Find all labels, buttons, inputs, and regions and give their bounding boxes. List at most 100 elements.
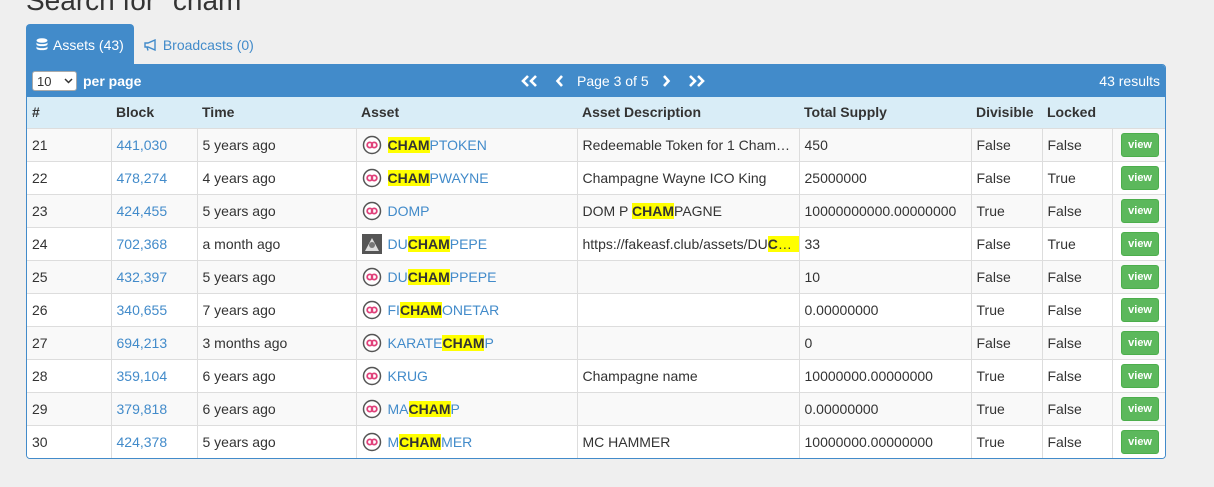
action-cell: view bbox=[1112, 193, 1165, 227]
per-page-label: per page bbox=[83, 73, 142, 89]
bullhorn-icon bbox=[144, 38, 156, 51]
time-ago: 6 years ago bbox=[197, 358, 357, 392]
assets-panel: 10 per page Page 3 of 5 bbox=[26, 64, 1166, 459]
asset-link[interactable]: CHAMPWAYNE bbox=[387, 169, 489, 186]
total-supply: 25000000 bbox=[799, 160, 972, 194]
view-button[interactable]: view bbox=[1121, 264, 1159, 289]
col-block[interactable]: Block bbox=[116, 104, 155, 121]
view-button[interactable]: view bbox=[1121, 198, 1159, 223]
tab-assets[interactable]: Assets (43) bbox=[26, 24, 134, 65]
asset-link[interactable]: MACHAMP bbox=[388, 400, 460, 417]
divisible-value: True bbox=[971, 424, 1043, 458]
asset-link[interactable]: DUCHAMPEPE bbox=[387, 235, 487, 252]
action-cell: view bbox=[1112, 259, 1165, 293]
asset-name-match: CHAM bbox=[387, 169, 430, 186]
asset-link[interactable]: MCHAMMER bbox=[388, 433, 472, 450]
asset-link[interactable]: FICHAMONETAR bbox=[388, 301, 499, 318]
col-time[interactable]: Time bbox=[202, 104, 235, 121]
block-link[interactable]: 359,104 bbox=[111, 358, 198, 392]
col-action bbox=[1112, 97, 1165, 128]
action-cell: view bbox=[1112, 325, 1165, 359]
view-button[interactable]: view bbox=[1121, 396, 1159, 421]
next-page-button[interactable] bbox=[661, 74, 671, 88]
block-link[interactable]: 424,378 bbox=[111, 424, 198, 458]
table-row: 23 424,455 5 years ago DOMP DOM P CHAMPA… bbox=[27, 193, 1165, 227]
row-number: 27 bbox=[27, 325, 112, 359]
view-button[interactable]: view bbox=[1121, 231, 1159, 256]
view-button[interactable]: view bbox=[1121, 132, 1159, 157]
block-link[interactable]: 432,397 bbox=[111, 259, 198, 293]
time-ago: 5 years ago bbox=[197, 424, 357, 458]
row-number: 29 bbox=[27, 391, 112, 425]
asset-name-suffix: PPEPE bbox=[449, 268, 497, 285]
database-icon bbox=[36, 38, 48, 51]
total-supply: 0.00000000 bbox=[799, 292, 972, 326]
view-button[interactable]: view bbox=[1121, 330, 1159, 355]
table-row: 22 478,274 4 years ago CHAMPWAYNE Champa… bbox=[27, 160, 1165, 194]
panel-toolbar: 10 per page Page 3 of 5 bbox=[27, 65, 1165, 97]
divisible-value: False bbox=[971, 226, 1043, 260]
asset-link[interactable]: CHAMPTOKEN bbox=[387, 136, 487, 153]
asset-description: DOM P CHAMPAGNE bbox=[577, 193, 800, 227]
asset-description: MC HAMMER bbox=[577, 424, 800, 458]
col-total-supply[interactable]: Total Supply bbox=[804, 104, 887, 121]
view-button[interactable]: view bbox=[1121, 297, 1159, 322]
divisible-value: False bbox=[971, 160, 1043, 194]
time-ago: a month ago bbox=[197, 226, 357, 260]
col-divisible[interactable]: Divisible bbox=[976, 104, 1034, 121]
previous-page-button[interactable] bbox=[555, 74, 565, 88]
asset-description: Redeemable Token for 1 Champagne Bottle bbox=[577, 127, 800, 161]
per-page-select[interactable]: 10 bbox=[32, 71, 77, 91]
block-link[interactable]: 702,368 bbox=[111, 226, 198, 260]
asset-cell: CHAMPWAYNE bbox=[356, 160, 578, 194]
asset-name-match: CHAM bbox=[408, 400, 451, 417]
tab-broadcasts[interactable]: Broadcasts (0) bbox=[134, 24, 264, 65]
asset-name-match: CHAM bbox=[387, 136, 430, 153]
pagination: Page 3 of 5 bbox=[519, 65, 707, 97]
page-title: Search for "cham" bbox=[26, 0, 252, 16]
locked-value: False bbox=[1042, 358, 1113, 392]
asset-link[interactable]: KARATECHAMP bbox=[388, 334, 494, 351]
time-ago: 3 months ago bbox=[197, 325, 357, 359]
block-link[interactable]: 424,455 bbox=[111, 193, 198, 227]
view-button[interactable]: view bbox=[1121, 429, 1159, 454]
col-number[interactable]: # bbox=[32, 104, 40, 121]
block-link[interactable]: 441,030 bbox=[111, 127, 198, 161]
time-ago: 5 years ago bbox=[197, 259, 357, 293]
table-row: 25 432,397 5 years ago DUCHAMPPEPE 10 Fa… bbox=[27, 259, 1165, 293]
description-prefix: Champagne Wayne ICO King bbox=[582, 169, 767, 186]
block-link[interactable]: 340,655 bbox=[111, 292, 198, 326]
last-page-button[interactable] bbox=[685, 74, 707, 88]
asset-description bbox=[577, 391, 800, 425]
first-page-button[interactable] bbox=[519, 74, 541, 88]
block-link[interactable]: 379,818 bbox=[111, 391, 198, 425]
locked-value: False bbox=[1042, 391, 1113, 425]
counterparty-icon bbox=[362, 366, 381, 385]
block-link[interactable]: 694,213 bbox=[111, 325, 198, 359]
col-locked[interactable]: Locked bbox=[1047, 104, 1097, 121]
asset-name-suffix: P bbox=[450, 400, 460, 417]
asset-name-match: CHAM bbox=[407, 235, 450, 252]
asset-link[interactable]: KRUG bbox=[388, 368, 428, 384]
col-asset-description[interactable]: Asset Description bbox=[582, 104, 702, 121]
asset-description bbox=[577, 325, 800, 359]
block-link[interactable]: 478,274 bbox=[111, 160, 198, 194]
asset-cell: FICHAMONETAR bbox=[356, 292, 578, 326]
asset-link[interactable]: DOMP bbox=[388, 203, 430, 219]
description-prefix: DOM P bbox=[582, 202, 633, 219]
locked-value: False bbox=[1042, 259, 1113, 293]
table-header-row: # Block Time Asset Asset Description Tot… bbox=[27, 97, 1165, 128]
locked-value: True bbox=[1042, 226, 1113, 260]
action-cell: view bbox=[1112, 292, 1165, 326]
description-suffix: PAGNE bbox=[674, 202, 723, 219]
view-button[interactable]: view bbox=[1121, 363, 1159, 388]
asset-name-match: CHAM bbox=[442, 334, 485, 351]
asset-link[interactable]: DUCHAMPPEPE bbox=[388, 268, 497, 285]
row-number: 28 bbox=[27, 358, 112, 392]
col-asset[interactable]: Asset bbox=[361, 104, 400, 121]
view-button[interactable]: view bbox=[1121, 165, 1159, 190]
total-supply: 450 bbox=[799, 127, 972, 161]
asset-name-prefix: DU bbox=[387, 235, 408, 252]
table-row: 30 424,378 5 years ago MCHAMMER MC HAMME… bbox=[27, 424, 1165, 458]
action-cell: view bbox=[1112, 424, 1165, 458]
